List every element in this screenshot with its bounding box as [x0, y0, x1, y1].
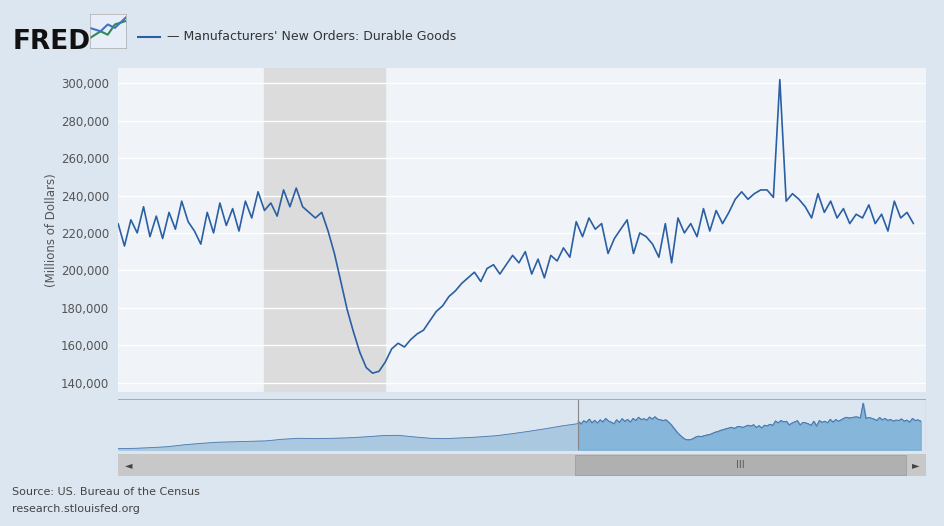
Y-axis label: (Millions of Dollars): (Millions of Dollars) [45, 173, 58, 287]
Bar [264, 68, 385, 392]
Text: research.stlouisfed.org: research.stlouisfed.org [12, 504, 140, 514]
Bar [575, 455, 905, 475]
Text: III: III [735, 460, 744, 470]
Text: FRED: FRED [12, 29, 91, 55]
Text: ◄: ◄ [125, 460, 132, 470]
Text: ►: ► [911, 460, 919, 470]
Text: Source: US. Bureau of the Census: Source: US. Bureau of the Census [12, 487, 200, 497]
Text: — Manufacturers' New Orders: Durable Goods: — Manufacturers' New Orders: Durable Goo… [166, 31, 456, 43]
